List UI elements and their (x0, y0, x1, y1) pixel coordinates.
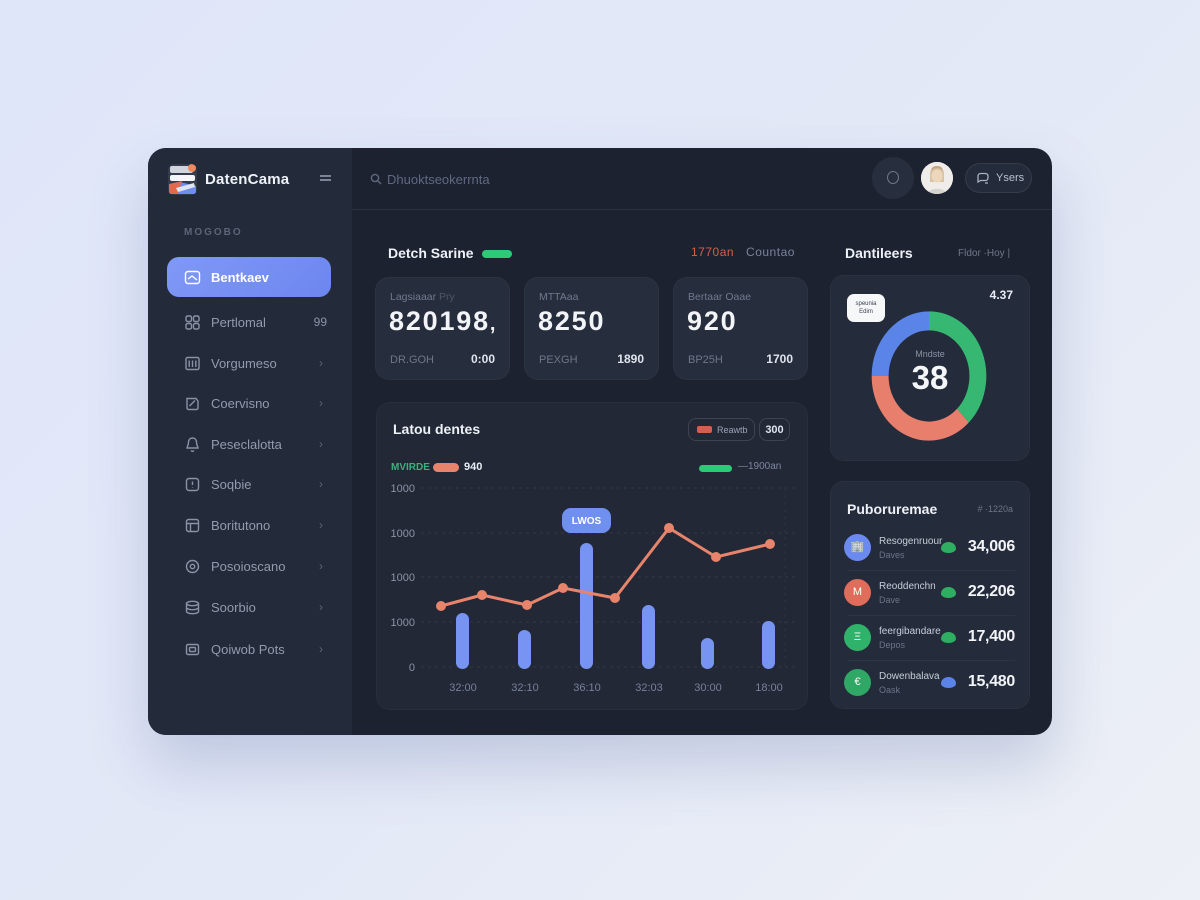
svg-text:32:03: 32:03 (635, 682, 663, 694)
svg-text:LWOS: LWOS (572, 516, 602, 527)
svg-text:1000: 1000 (391, 617, 415, 629)
svg-text:1000: 1000 (391, 483, 415, 495)
svg-text:1000: 1000 (391, 572, 415, 584)
svg-text:36:10: 36:10 (573, 682, 601, 694)
svg-text:0: 0 (409, 662, 415, 674)
svg-text:38: 38 (912, 359, 949, 396)
svg-text:18:00: 18:00 (755, 682, 783, 694)
svg-text:32:00: 32:00 (449, 682, 477, 694)
svg-text:1000: 1000 (391, 528, 415, 540)
svg-text:30:00: 30:00 (694, 682, 722, 694)
svg-text:32:10: 32:10 (511, 682, 539, 694)
svg-text:Mndste: Mndste (915, 349, 945, 359)
